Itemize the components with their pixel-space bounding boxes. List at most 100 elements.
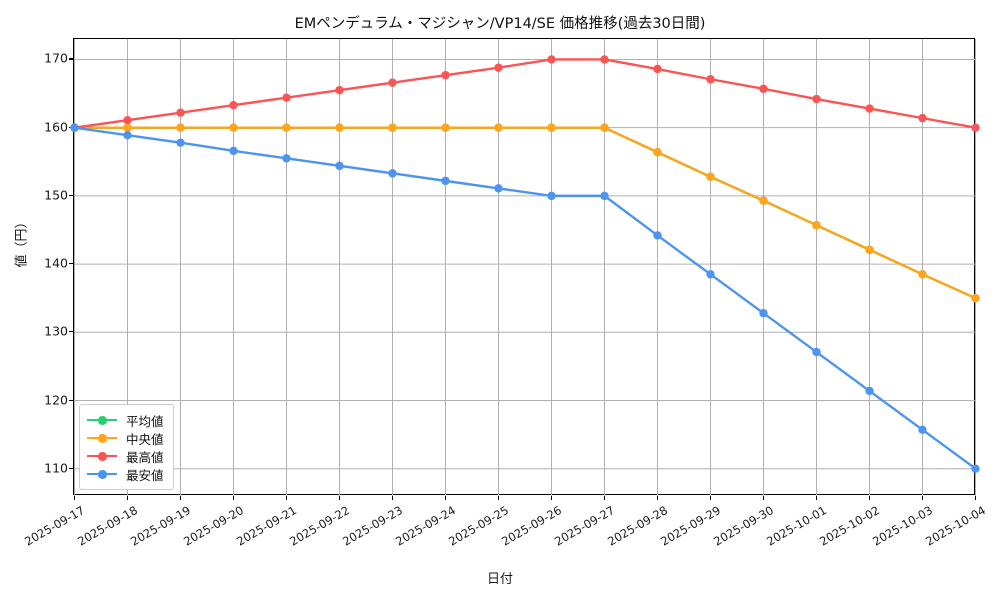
data-point [282, 154, 291, 163]
data-point [547, 191, 556, 201]
data-point [653, 64, 662, 74]
y-axis-tick-label: 110 [44, 460, 68, 476]
x-axis-tick-mark [391, 495, 393, 500]
x-axis-tick-mark [868, 495, 870, 500]
data-point [865, 386, 874, 396]
x-axis-tick-mark [444, 495, 446, 500]
data-point [653, 231, 662, 240]
series-1 [70, 123, 980, 303]
data-series-layer [70, 55, 980, 473]
legend-label: 中央値 [126, 431, 164, 447]
y-axis-tick-label: 150 [44, 187, 68, 203]
x-axis-tick-mark [73, 495, 75, 500]
data-point [918, 113, 927, 123]
data-point [229, 123, 238, 132]
data-point [176, 108, 185, 117]
data-point [812, 94, 821, 104]
x-axis-tick-mark [126, 495, 128, 500]
y-axis-tick-labels: 110 120 130 140 150 160 170 [26, 38, 68, 495]
data-point [812, 221, 821, 230]
legend-label: 最安値 [126, 467, 164, 483]
series-2 [70, 55, 980, 132]
data-point [176, 138, 185, 147]
data-point [123, 123, 132, 132]
y-axis-tick-mark [69, 467, 74, 469]
data-point [441, 70, 450, 80]
data-point [229, 100, 238, 110]
data-point [335, 123, 344, 132]
legend-swatch-icon [87, 431, 117, 445]
x-axis-tick-mark [497, 495, 499, 500]
chart-legend: 平均値中央値最高値最安値 [79, 404, 174, 490]
legend-swatch-icon [87, 449, 117, 463]
x-axis-tick-mark [709, 495, 711, 500]
data-point [971, 123, 980, 132]
data-point [759, 196, 768, 205]
y-axis-tick-label: 120 [44, 392, 68, 407]
data-point [706, 172, 715, 181]
series-3 [70, 123, 980, 473]
data-point [759, 309, 768, 318]
legend-item-1[interactable]: 中央値 [87, 429, 164, 447]
chart-title: EMペンデュラム・マジシャン/VP14/SE 価格推移(過去30日間) [294, 16, 706, 32]
data-point [865, 245, 874, 254]
data-point [388, 123, 397, 132]
x-axis-tick-mark [656, 495, 658, 500]
data-point [441, 123, 450, 132]
legend-item-3[interactable]: 最安値 [87, 465, 164, 483]
x-axis-label: 日付 [486, 572, 513, 587]
y-axis-tick-mark [69, 331, 74, 333]
data-point [494, 63, 503, 72]
data-point [123, 130, 132, 140]
data-point [865, 104, 874, 113]
x-axis-tick-mark [815, 495, 817, 500]
data-point [600, 191, 609, 201]
data-point [494, 184, 503, 193]
data-point [229, 146, 238, 156]
y-axis-tick-label: 140 [44, 255, 68, 271]
x-axis-tick-mark [603, 495, 605, 500]
series-line [73, 126, 977, 300]
data-point [759, 84, 768, 93]
x-axis-tick-mark [762, 495, 764, 500]
data-point [547, 123, 556, 132]
legend-item-2[interactable]: 最高値 [87, 447, 164, 465]
y-axis-tick-label: 130 [44, 323, 68, 339]
data-point [706, 270, 715, 279]
data-point [176, 123, 185, 132]
data-point [653, 148, 662, 157]
x-axis-tick-label: 2025-09-17 [21, 503, 87, 549]
data-point [70, 123, 79, 132]
data-point [706, 75, 715, 84]
data-point [494, 123, 503, 132]
y-axis-tick-label: 160 [44, 119, 68, 135]
data-point [123, 115, 132, 125]
y-axis-tick-mark [69, 58, 74, 60]
x-axis-tick-mark [285, 495, 287, 500]
plot-area [70, 38, 980, 496]
legend-label: 最高値 [126, 449, 164, 465]
x-axis-tick-mark [550, 495, 552, 500]
x-axis-tick-mark [338, 495, 340, 500]
data-point [971, 464, 980, 473]
x-axis-tick-mark [232, 495, 234, 500]
data-point [282, 123, 291, 132]
data-point [547, 55, 556, 64]
y-axis-tick-mark [69, 263, 74, 265]
data-point [918, 425, 927, 435]
data-point [282, 93, 291, 102]
y-axis-tick-mark [69, 399, 74, 401]
series-line [73, 58, 977, 129]
legend-swatch-icon [87, 467, 117, 481]
x-axis-tick-mark [921, 495, 923, 500]
data-point [971, 293, 980, 303]
y-axis-tick-label: 170 [44, 50, 68, 66]
legend-item-0[interactable]: 平均値 [87, 411, 164, 429]
data-point [600, 55, 609, 64]
legend-swatch-icon [87, 413, 117, 427]
data-point [335, 161, 344, 171]
y-axis-tick-mark [69, 194, 74, 196]
data-point [812, 347, 821, 357]
data-point [388, 169, 397, 178]
